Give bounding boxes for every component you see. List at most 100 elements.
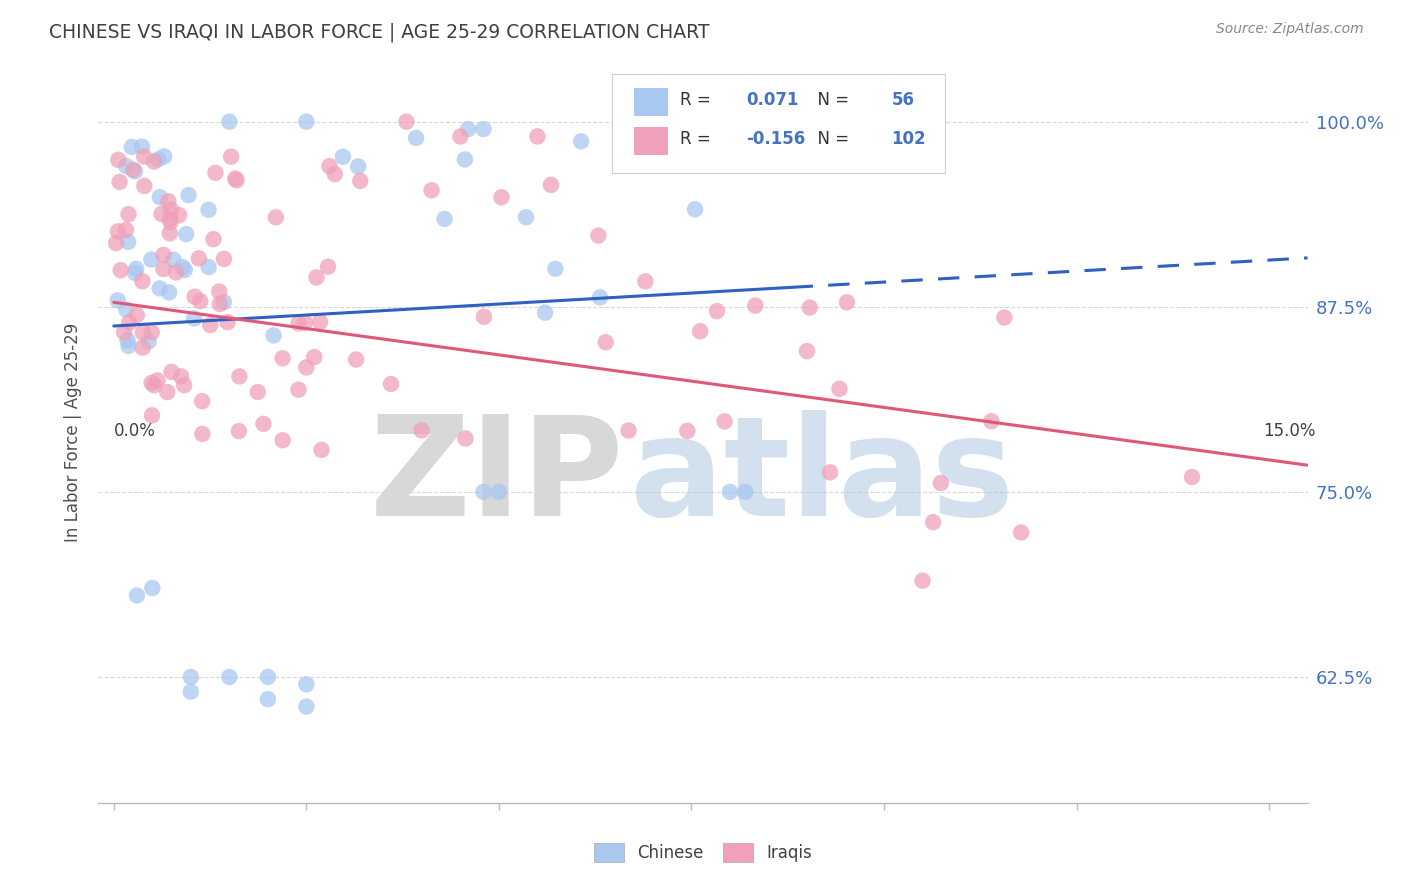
Point [202, 232, 225, 246]
Point [141, 252, 163, 267]
Point [117, 339, 139, 353]
Point [617, 424, 640, 438]
Point [411, 423, 433, 437]
Point [112, 326, 135, 340]
Point [309, 315, 332, 329]
Point [835, 295, 858, 310]
Point [124, 164, 146, 178]
Text: 15.0%: 15.0% [1263, 422, 1315, 440]
Point [349, 174, 371, 188]
Point [295, 677, 318, 691]
Point [263, 328, 285, 343]
Text: R =: R = [681, 91, 721, 109]
Point [287, 317, 309, 331]
FancyBboxPatch shape [634, 88, 668, 117]
Point [929, 476, 952, 491]
Point [156, 385, 179, 400]
Point [141, 581, 163, 595]
Point [588, 228, 610, 243]
Point [148, 153, 170, 167]
Point [796, 344, 818, 359]
Point [197, 260, 219, 274]
Point [316, 260, 339, 274]
Point [472, 122, 495, 136]
Point [433, 211, 456, 226]
Point [152, 262, 174, 277]
Point [108, 175, 131, 189]
Point [218, 670, 240, 684]
Point [159, 227, 181, 241]
Point [172, 260, 194, 275]
Point [472, 484, 495, 499]
Point [134, 178, 156, 193]
Point [246, 384, 269, 399]
Point [141, 376, 163, 390]
Text: 56: 56 [891, 91, 915, 109]
Text: 0.071: 0.071 [747, 91, 799, 109]
Point [828, 382, 851, 396]
Point [287, 383, 309, 397]
Point [332, 150, 354, 164]
Text: N =: N = [807, 91, 859, 109]
Text: -0.156: -0.156 [747, 129, 806, 148]
Point [107, 153, 129, 167]
Point [305, 270, 328, 285]
Point [107, 224, 129, 238]
Point [180, 670, 202, 684]
Point [993, 310, 1015, 325]
Y-axis label: In Labor Force | Age 25-29: In Labor Force | Age 25-29 [65, 323, 83, 542]
Point [318, 159, 340, 173]
Text: ZIP: ZIP [370, 409, 624, 544]
Point [212, 295, 235, 310]
Point [454, 432, 477, 446]
Point [124, 266, 146, 280]
Point [160, 365, 183, 379]
Point [152, 248, 174, 262]
Point [295, 360, 318, 375]
Point [173, 263, 195, 277]
Point [922, 515, 945, 529]
Point [117, 207, 139, 221]
Point [153, 149, 176, 163]
Point [143, 154, 166, 169]
Point [197, 202, 219, 217]
Point [122, 162, 145, 177]
Point [344, 352, 367, 367]
Point [188, 294, 211, 309]
Point [165, 265, 187, 279]
Point [167, 208, 190, 222]
Point [217, 315, 239, 329]
Point [689, 324, 711, 338]
Point [170, 369, 193, 384]
Point [146, 374, 169, 388]
Point [174, 227, 197, 241]
Point [159, 215, 181, 229]
Point [544, 261, 567, 276]
Point [295, 699, 318, 714]
Point [219, 150, 242, 164]
Point [131, 139, 153, 153]
Point [143, 378, 166, 392]
Point [228, 369, 250, 384]
Point [157, 194, 180, 209]
Point [115, 302, 138, 317]
Point [134, 149, 156, 163]
Point [183, 290, 205, 304]
Text: N =: N = [807, 129, 859, 148]
Point [208, 285, 231, 299]
Text: Source: ZipAtlas.com: Source: ZipAtlas.com [1216, 22, 1364, 37]
Point [257, 692, 280, 706]
Point [180, 685, 202, 699]
Point [257, 670, 280, 684]
Point [110, 263, 132, 277]
Point [131, 274, 153, 288]
Point [799, 301, 821, 315]
Point [271, 434, 294, 448]
Point [191, 394, 214, 409]
Point [187, 252, 209, 266]
Point [713, 414, 735, 428]
Point [818, 466, 841, 480]
Point [1010, 525, 1032, 540]
Text: 102: 102 [891, 129, 927, 148]
Point [734, 484, 756, 499]
